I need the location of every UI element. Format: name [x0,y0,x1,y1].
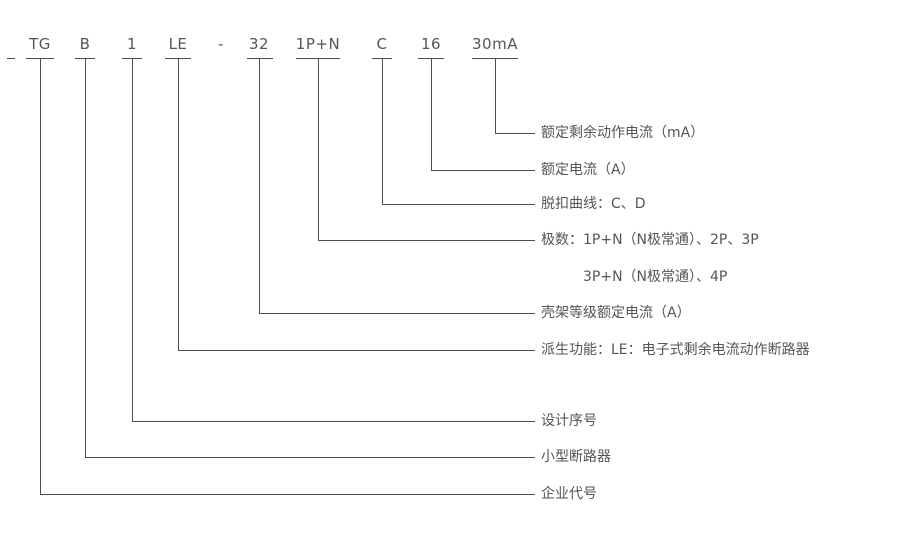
left-edge-tick [7,58,15,59]
stem-1pn [318,59,319,240]
stem-30ma [495,59,496,133]
code-segment-b: B [79,35,91,53]
stem-1 [132,59,133,421]
underline-le [165,58,191,59]
label-rated-residual-current: 额定剩余动作电流（mA） [541,125,705,141]
branch-b [85,457,535,458]
stem-tg [40,59,41,494]
underline-c [372,58,392,59]
stem-16 [431,59,432,170]
branch-c [382,204,535,205]
underline-32 [247,58,273,59]
code-segment-1pn: 1P+N [295,35,341,53]
label-enterprise-code: 企业代号 [541,486,597,502]
branch-le [178,350,535,351]
underline-1pn [296,58,340,59]
label-trip-curve: 脱扣曲线：C、D [541,196,646,212]
label-miniature-circuit-breaker: 小型断路器 [541,449,611,465]
code-segment-32: 32 [248,35,270,53]
code-segment-16: 16 [420,35,442,53]
stem-c [382,59,383,204]
stem-b [85,59,86,457]
code-segment-le: LE [168,35,188,53]
label-frame-rated-current: 壳架等级额定电流（A） [541,305,691,321]
underline-1 [122,58,142,59]
branch-1 [132,421,535,422]
label-derived-function: 派生功能：LE：电子式剩余电流动作断路器 [541,342,810,358]
underline-tg [26,58,54,59]
stem-le [178,59,179,350]
code-segment-tg: TG [29,35,51,53]
underline-b [75,58,95,59]
underline-30ma [472,58,518,59]
underline-16 [418,58,444,59]
label-poles: 极数：1P+N（N极常通）、2P、3P [541,232,759,248]
code-segment-c: C [376,35,388,53]
branch-16 [431,170,535,171]
code-segment-30ma: 30mA [472,35,518,53]
label-rated-current: 额定电流（A） [541,162,635,178]
code-segment-separator: - [218,35,224,53]
label-design-serial: 设计序号 [541,413,597,429]
branch-30ma [495,133,535,134]
code-segment-1: 1 [126,35,138,53]
stem-32 [259,59,260,313]
branch-tg [40,494,535,495]
label-poles-line2: 3P+N（N极常通）、4P [583,269,728,285]
branch-32 [259,313,535,314]
branch-1pn [318,240,535,241]
